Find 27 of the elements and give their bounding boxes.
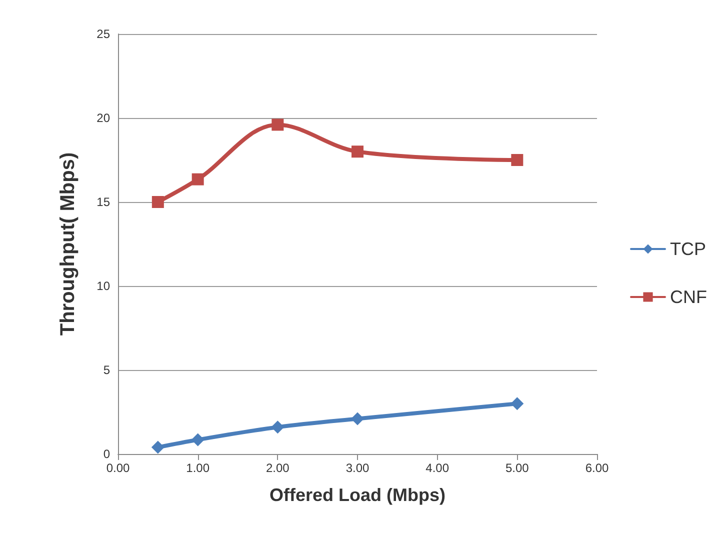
legend-label: CNF bbox=[670, 287, 708, 307]
y-tick-label: 15 bbox=[96, 195, 110, 209]
point bbox=[191, 433, 204, 446]
point bbox=[271, 420, 284, 434]
x-tick-label: 2.00 bbox=[266, 461, 290, 475]
x-tick-label: 6.00 bbox=[585, 461, 609, 475]
point bbox=[351, 412, 364, 426]
y-tick-label: 25 bbox=[96, 27, 110, 41]
point bbox=[510, 397, 524, 410]
x-axis-title: Offered Load (Mbps) bbox=[270, 485, 446, 505]
point bbox=[192, 173, 204, 186]
y-axis-title: Throughput( Mbps) bbox=[57, 152, 79, 336]
x-tick-label: 1.00 bbox=[186, 461, 210, 475]
y-tick-label: 20 bbox=[96, 111, 110, 125]
point bbox=[511, 154, 524, 166]
legend-label: TCP bbox=[670, 239, 706, 259]
x-tick-label: 4.00 bbox=[426, 461, 450, 475]
point bbox=[151, 440, 164, 454]
point bbox=[272, 118, 284, 131]
x-tick-label: 0.00 bbox=[106, 461, 130, 475]
y-tick-label: 0 bbox=[103, 447, 110, 461]
point bbox=[352, 146, 364, 158]
y-tick-label: 5 bbox=[103, 363, 110, 377]
x-tick-label: 5.00 bbox=[505, 461, 530, 475]
point bbox=[152, 196, 164, 208]
y-tick-label: 10 bbox=[96, 279, 110, 293]
x-tick-label: 3.00 bbox=[346, 461, 370, 475]
